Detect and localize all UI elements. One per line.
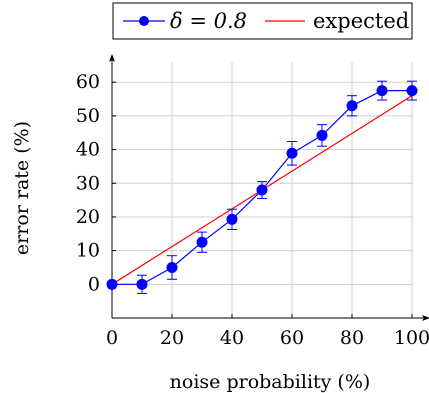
- x-axis-arrow: [422, 315, 429, 321]
- y-tick-label: 0: [88, 273, 100, 295]
- x-tick-label: 100: [394, 327, 429, 349]
- grid: [111, 62, 413, 318]
- plot-area: [106, 80, 418, 294]
- data-point: [106, 278, 118, 290]
- x-axis-label: noise probability (%): [170, 371, 371, 393]
- tick-labels: 0 20 40 60 80 100 0 10 20 30 40 50 60: [76, 71, 429, 349]
- data-point: [196, 236, 208, 248]
- y-tick-label: 40: [76, 139, 100, 161]
- x-tick-label: 40: [220, 327, 244, 349]
- data-point: [376, 85, 388, 97]
- x-tick-label: 80: [340, 327, 364, 349]
- legend-marker-delta: [139, 16, 149, 26]
- x-tick-label: 60: [280, 327, 304, 349]
- legend-label-delta: δ = 0.8: [170, 9, 247, 33]
- y-tick-label: 60: [76, 71, 100, 93]
- data-point: [406, 85, 418, 97]
- data-point: [316, 129, 328, 141]
- x-tick-label: 0: [106, 327, 118, 349]
- legend-label-expected: expected: [313, 9, 409, 33]
- x-tick-label: 20: [160, 327, 184, 349]
- y-axis-arrow: [109, 54, 115, 62]
- y-tick-label: 20: [76, 206, 100, 228]
- axes: [109, 54, 429, 321]
- data-point: [226, 213, 238, 225]
- y-tick-label: 10: [76, 240, 100, 262]
- y-tick-label: 50: [76, 105, 100, 127]
- data-point: [256, 184, 268, 196]
- data-point: [286, 147, 298, 159]
- legend: δ = 0.8 expected: [112, 2, 413, 40]
- y-axis-label: error rate (%): [11, 121, 33, 255]
- data-point: [136, 278, 148, 290]
- y-tick-label: 30: [76, 172, 100, 194]
- data-point: [166, 261, 178, 273]
- data-point: [346, 100, 358, 112]
